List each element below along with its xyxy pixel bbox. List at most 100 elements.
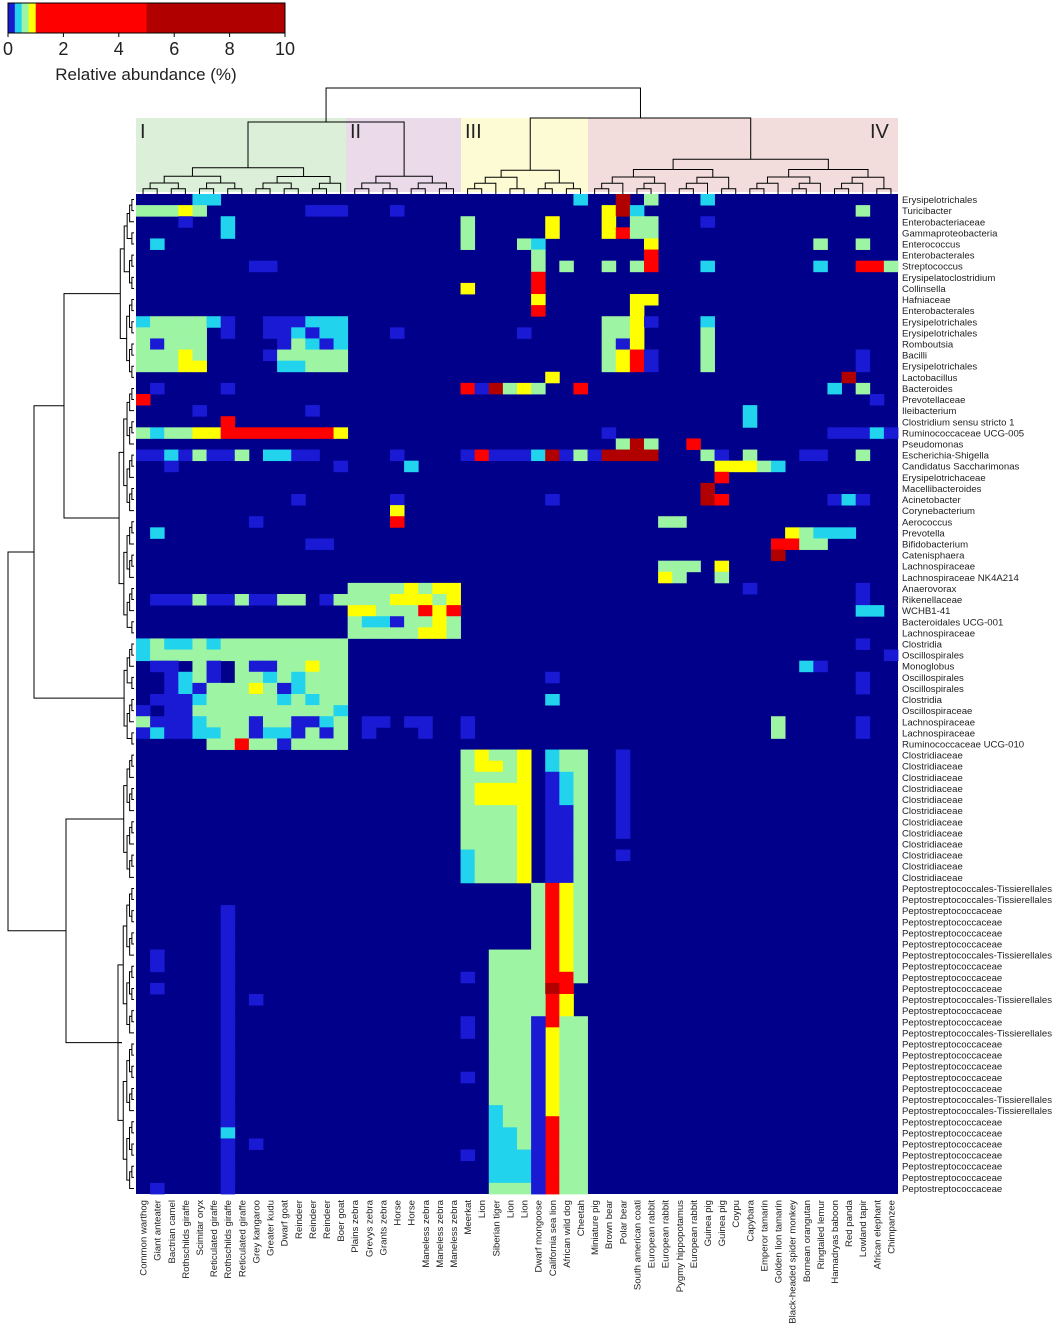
- row-label: Peptostreptococcaceae: [902, 940, 1002, 951]
- heatmap-cell: [615, 771, 631, 784]
- heatmap-cell: [460, 871, 476, 884]
- heatmap-cell: [531, 1138, 546, 1150]
- heatmap-cell: [220, 982, 236, 995]
- heatmap-cell: [305, 705, 320, 717]
- heatmap-cell: [559, 949, 574, 962]
- colorbar-tick-label: 0: [3, 39, 13, 59]
- heatmap-cell: [234, 727, 250, 739]
- heatmap-cell: [277, 316, 292, 328]
- heatmap-cell: [517, 816, 532, 828]
- heatmap-cell: [291, 427, 306, 439]
- heatmap-cell: [178, 716, 193, 728]
- heatmap-cell: [347, 627, 363, 639]
- heatmap-cell: [531, 1060, 546, 1073]
- heatmap-cell: [517, 805, 532, 817]
- heatmap-cell: [460, 716, 476, 728]
- heatmap-cell: [545, 749, 560, 762]
- colorbar-frame: [7, 2, 286, 34]
- heatmap-cell: [390, 505, 405, 517]
- heatmap-cell: [531, 1127, 546, 1139]
- dendrogram-branch: [131, 554, 134, 567]
- row-label: Candidatus Saccharimonas: [902, 462, 1020, 473]
- heatmap-cell: [192, 660, 207, 673]
- heatmap-cell: [488, 782, 504, 795]
- heatmap-cell: [488, 849, 504, 862]
- heatmap-cell: [446, 605, 461, 617]
- heatmap-cell: [192, 649, 207, 662]
- heatmap-cell: [488, 1049, 504, 1062]
- heatmap-cell: [658, 560, 673, 573]
- heatmap-cell: [361, 582, 377, 595]
- heatmap-cell: [644, 260, 659, 273]
- column-label: European rabbit: [647, 1200, 658, 1269]
- heatmap-cell: [164, 716, 179, 728]
- heatmap-cell: [150, 716, 165, 728]
- heatmap-cell: [855, 494, 871, 506]
- heatmap-cell: [305, 316, 320, 328]
- heatmap-cell: [502, 949, 518, 962]
- heatmap-cell: [277, 327, 292, 339]
- heatmap-cell: [559, 927, 574, 939]
- heatmap-cell: [150, 338, 165, 350]
- heatmap-cell: [531, 449, 546, 462]
- dendrogram-branch: [33, 405, 100, 699]
- heatmap-cell: [319, 649, 334, 662]
- heatmap-cell: [206, 449, 222, 462]
- heatmap-cell: [305, 538, 320, 550]
- heatmap-cell: [474, 860, 490, 873]
- dendrogram-branch: [131, 232, 134, 245]
- heatmap-cell: [573, 782, 588, 795]
- dendrogram-branch: [131, 965, 134, 978]
- heatmap-cell: [742, 460, 758, 473]
- heatmap-cell: [488, 1094, 504, 1106]
- heatmap-cell: [559, 894, 574, 906]
- heatmap-cell: [502, 1027, 518, 1039]
- heatmap-cell: [559, 1005, 574, 1017]
- heatmap-cell: [644, 438, 659, 450]
- heatmap-cell: [545, 371, 560, 384]
- heatmap-cell: [545, 227, 560, 239]
- heatmap-cell: [545, 1094, 560, 1106]
- column-label: Reindeer: [308, 1199, 319, 1239]
- heatmap-cell: [277, 449, 292, 462]
- dendrogram-branch: [131, 821, 134, 834]
- heatmap-cell: [333, 671, 349, 684]
- heatmap-cell: [714, 571, 730, 584]
- heatmap-cell: [531, 249, 546, 262]
- row-label: Turicibacter: [902, 206, 953, 217]
- heatmap-cell: [502, 994, 518, 1006]
- heatmap-cell: [517, 860, 532, 873]
- heatmap-cell: [291, 349, 306, 362]
- heatmap-cell: [150, 360, 165, 373]
- row-label: Peptostreptococcales-Tissierellales: [902, 895, 1052, 906]
- heatmap-cell: [220, 427, 236, 439]
- heatmap-cell: [742, 582, 758, 595]
- column-label: Capybara: [745, 1199, 756, 1241]
- dendrogram-branch: [131, 1143, 134, 1156]
- column-label: Grevys zebra: [364, 1199, 375, 1257]
- heatmap-cell: [263, 694, 278, 706]
- heatmap-cell: [573, 860, 588, 873]
- heatmap-cell: [517, 1116, 532, 1128]
- heatmap-cell: [601, 449, 617, 462]
- colorbar-tick-label: 2: [58, 39, 68, 59]
- column-label: Brown bear: [604, 1199, 615, 1249]
- heatmap-cell: [601, 227, 617, 239]
- dendrogram-branch: [131, 387, 134, 401]
- heatmap-cell: [347, 594, 363, 606]
- heatmap-cell: [263, 727, 278, 739]
- heatmap-cell: [841, 371, 857, 384]
- heatmap-cell: [178, 594, 193, 606]
- heatmap-cell: [629, 227, 645, 239]
- heatmap-cell: [248, 716, 264, 728]
- row-label: Hafniaceae: [902, 295, 951, 306]
- heatmap-cell: [291, 594, 306, 606]
- heatmap-cell: [305, 338, 320, 350]
- heatmap-cell: [531, 894, 546, 906]
- heatmap-cell: [573, 949, 588, 962]
- dendrogram-branch: [131, 365, 134, 378]
- heatmap-cell: [164, 594, 179, 606]
- heatmap-cell: [305, 727, 320, 739]
- heatmap-cell: [192, 638, 207, 650]
